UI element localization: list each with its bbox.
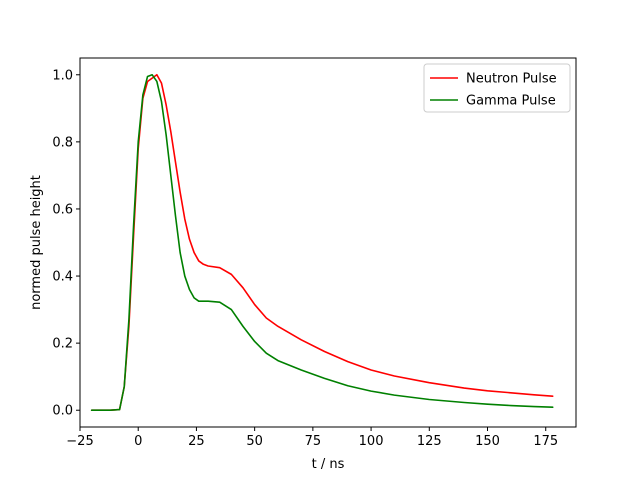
x-tick-label: 75 bbox=[305, 434, 322, 449]
y-tick-label: 0.2 bbox=[52, 337, 73, 352]
x-axis: −25 0 25 50 75 100 125 150 175 bbox=[66, 427, 558, 449]
x-tick-label: 25 bbox=[188, 434, 205, 449]
x-tick-label: −25 bbox=[66, 434, 93, 449]
y-tick-label: 0.0 bbox=[52, 404, 73, 419]
y-tick-label: 0.6 bbox=[52, 202, 73, 217]
legend-label: Neutron Pulse bbox=[466, 72, 557, 87]
y-tick-label: 1.0 bbox=[52, 68, 73, 83]
x-tick-label: 50 bbox=[246, 434, 263, 449]
x-tick-label: 0 bbox=[134, 434, 142, 449]
legend: Neutron Pulse Gamma Pulse bbox=[423, 63, 571, 113]
y-tick-label: 0.4 bbox=[52, 270, 73, 285]
x-tick-label: 150 bbox=[475, 434, 500, 449]
x-tick-label: 175 bbox=[533, 434, 558, 449]
y-tick-label: 0.8 bbox=[52, 135, 73, 150]
legend-label: Gamma Pulse bbox=[466, 94, 556, 109]
axes-frame bbox=[79, 57, 577, 428]
y-axis: 0.0 0.2 0.4 0.6 0.8 1.0 bbox=[52, 68, 80, 419]
series-line-gamma bbox=[90, 73, 554, 412]
x-tick-label: 125 bbox=[417, 434, 442, 449]
legend-box bbox=[423, 63, 571, 113]
plot-area bbox=[90, 73, 554, 412]
x-tick-label: 100 bbox=[359, 434, 384, 449]
y-axis-label: normed pulse height bbox=[29, 175, 44, 310]
x-axis-label: t / ns bbox=[312, 457, 345, 472]
